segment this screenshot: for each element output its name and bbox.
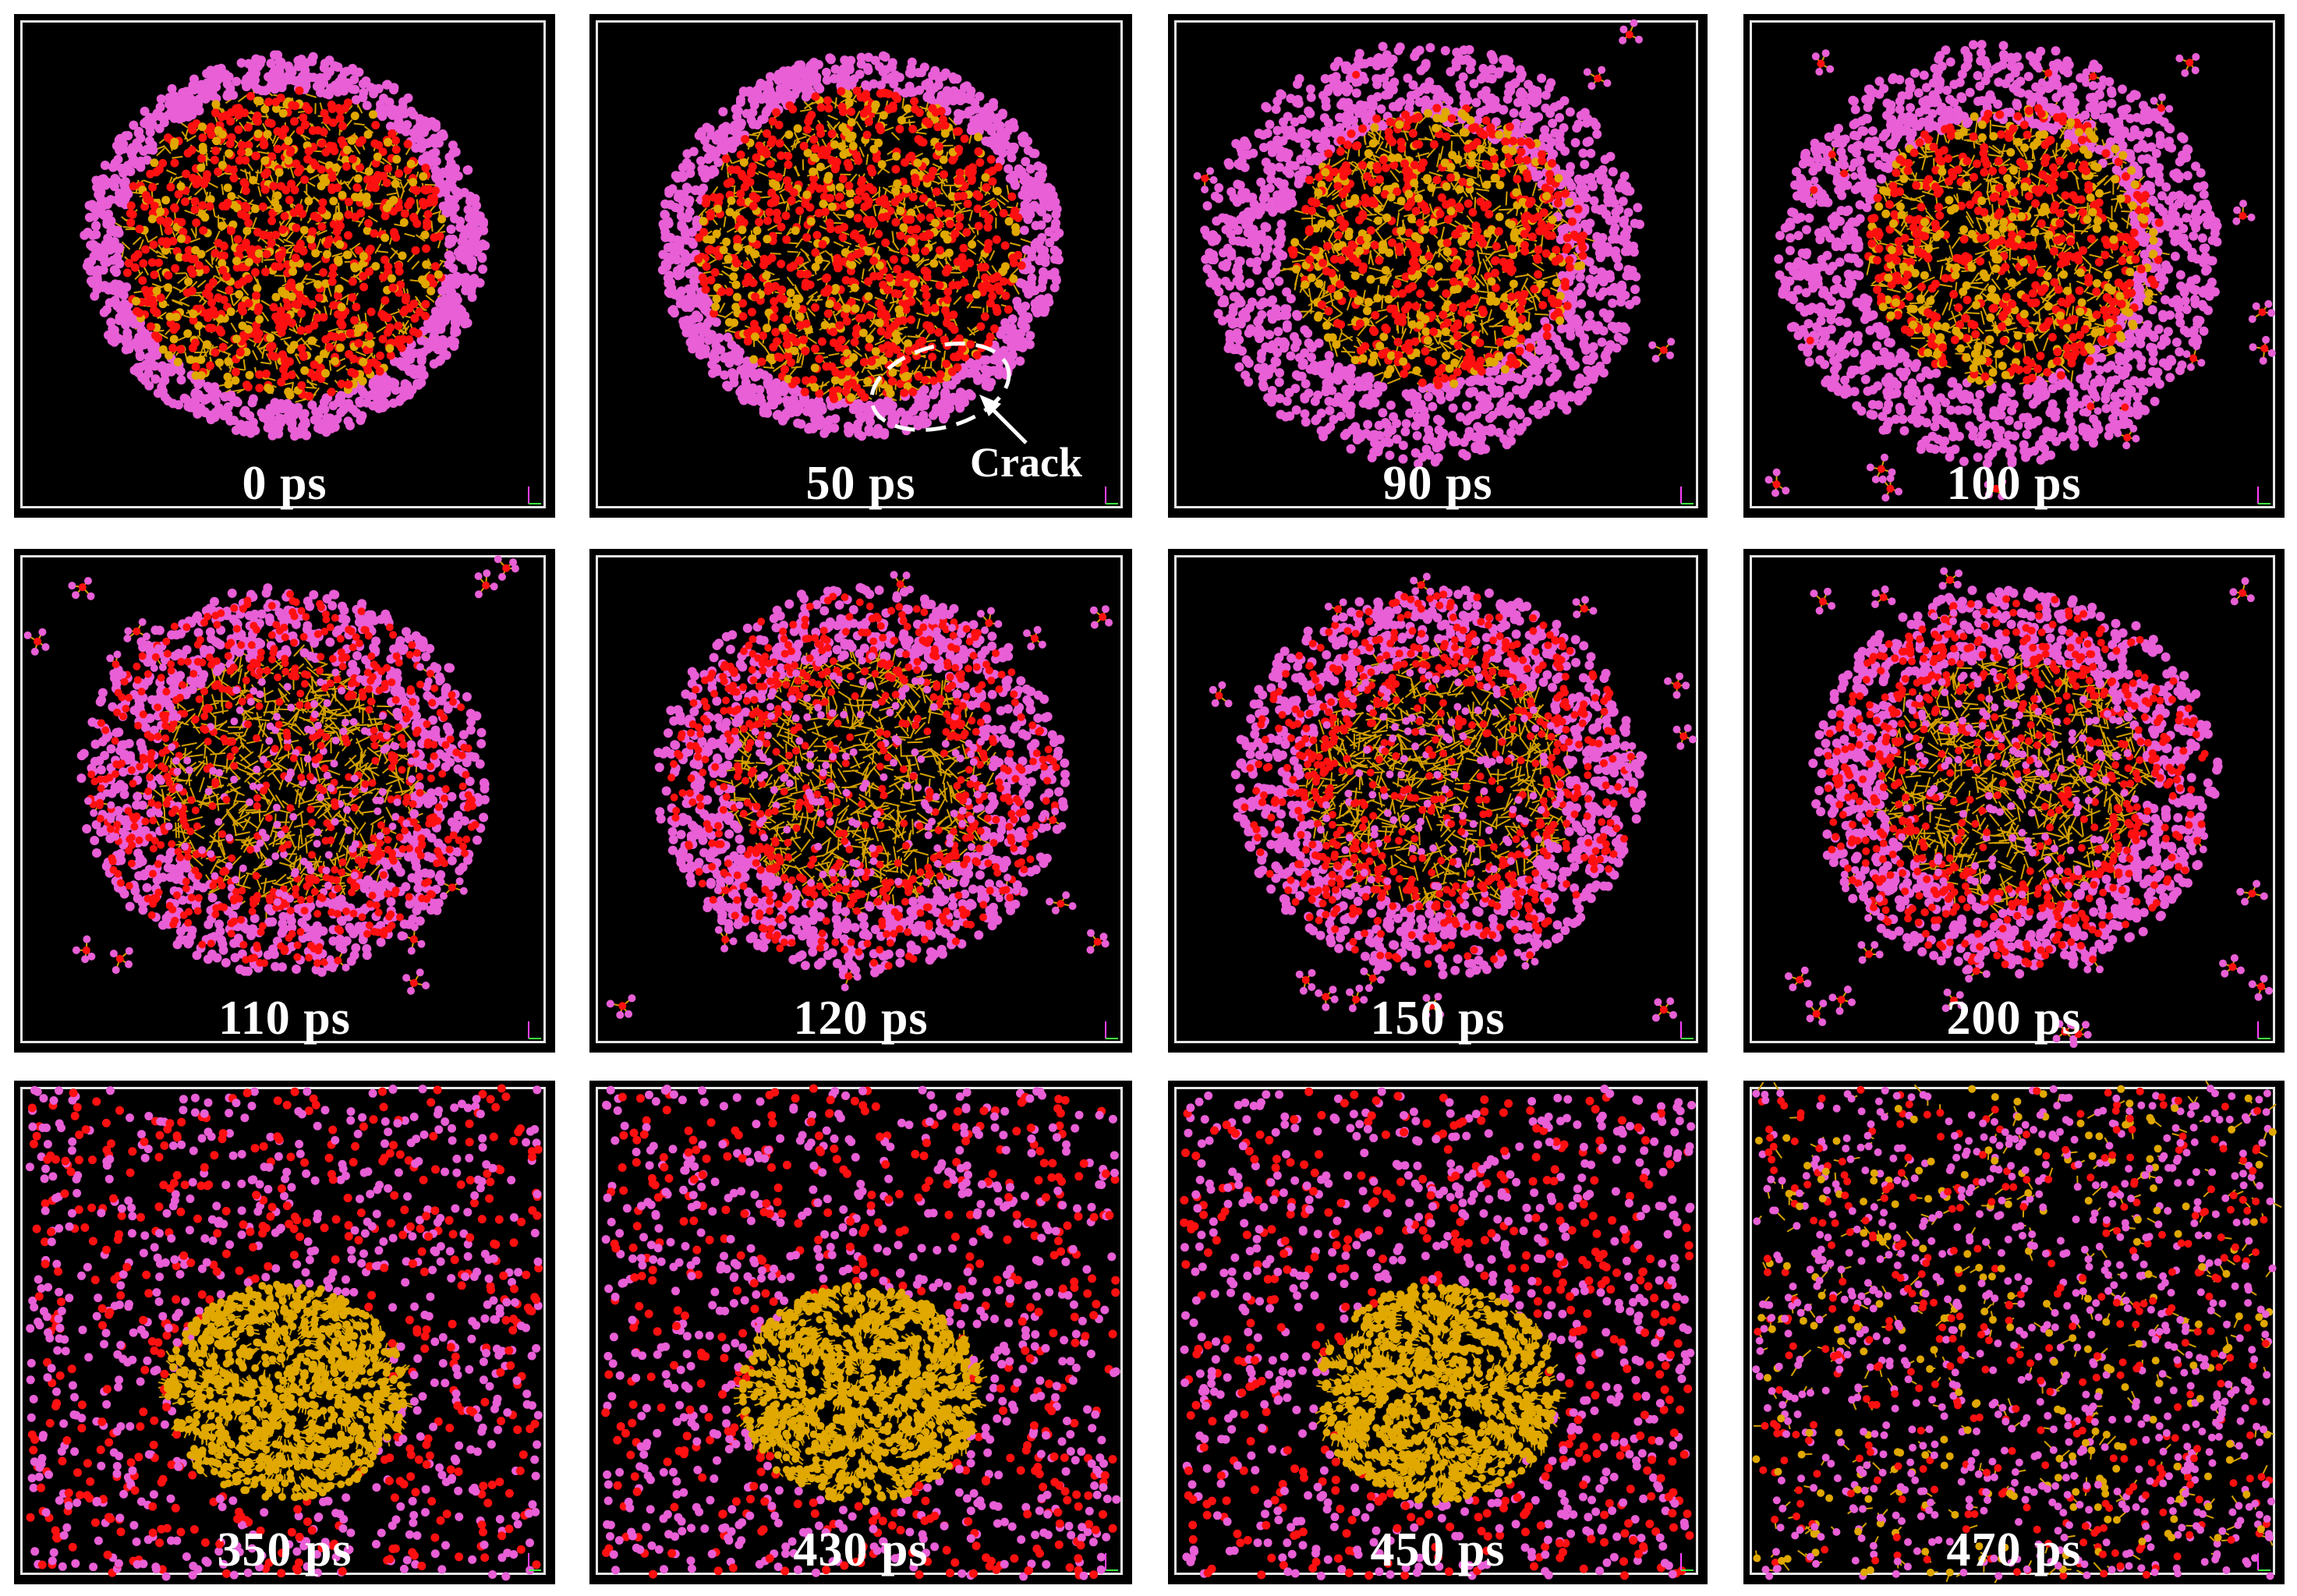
axis-triad-icon (2257, 487, 2270, 504)
snapshot-panel: 200 ps (1743, 549, 2285, 1053)
axis-triad-icon (1105, 1553, 1118, 1571)
simulation-box-outline (1750, 1087, 2275, 1575)
simulation-box-outline (1750, 20, 2275, 508)
simulation-box-outline (596, 555, 1123, 1043)
snapshot-panel: 470 ps (1743, 1081, 2285, 1584)
crack-annotation-label: Crack (970, 438, 1082, 487)
simulation-box-outline (596, 1087, 1123, 1575)
axis-triad-icon (1105, 1021, 1118, 1039)
time-label: 0 ps (14, 456, 555, 511)
simulation-box-outline (596, 20, 1123, 508)
simulation-box-outline (1174, 20, 1698, 508)
atom-configuration-image (1764, 40, 2276, 502)
axis-triad-icon (528, 1021, 541, 1039)
atom-configuration-image (23, 555, 519, 995)
snapshot-panel: 50 ps Crack (589, 14, 1132, 518)
time-label: 350 ps (14, 1523, 555, 1578)
axis-triad-icon (1680, 1021, 1694, 1039)
atom-configuration-image (1784, 567, 2274, 1049)
axis-triad-icon (1105, 487, 1118, 504)
atom-configuration-image (601, 1084, 1121, 1581)
snapshot-panel: 110 ps (14, 549, 555, 1053)
time-label: 50 ps (589, 456, 1132, 511)
snapshot-panel: 100 ps (1743, 14, 2285, 518)
time-label: 470 ps (1743, 1523, 2285, 1578)
simulation-box-outline (20, 20, 546, 508)
time-label: 90 ps (1168, 456, 1708, 511)
time-label: 100 ps (1743, 456, 2285, 511)
simulation-box-outline (1174, 555, 1698, 1043)
snapshot-panel: 350 ps (14, 1081, 555, 1584)
atom-configuration-image (25, 1084, 543, 1581)
time-label: 150 ps (1168, 991, 1708, 1046)
atom-configuration-image (1180, 1085, 1696, 1580)
axis-triad-icon (1680, 1553, 1694, 1571)
time-label: 200 ps (1743, 991, 2285, 1046)
crack-marker-icon (869, 341, 1028, 444)
axis-triad-icon (1680, 487, 1694, 504)
simulation-box-outline (1750, 555, 2275, 1043)
atom-configuration-image (657, 51, 1064, 441)
atom-configuration-image (80, 50, 490, 441)
time-label: 120 ps (589, 991, 1132, 1046)
axis-triad-icon (2257, 1021, 2270, 1039)
axis-triad-icon (528, 487, 541, 504)
snapshot-panel: 120 ps (589, 549, 1132, 1053)
snapshot-panel: 150 ps (1168, 549, 1708, 1053)
snapshot-panel: 0 ps (14, 14, 555, 518)
snapshot-panel: 430 ps (589, 1081, 1132, 1584)
time-label: 110 ps (14, 991, 555, 1046)
atom-configuration-image (1752, 1081, 2282, 1584)
atom-configuration-image (606, 571, 1113, 1019)
axis-triad-icon (2257, 1553, 2270, 1571)
simulation-box-outline (1174, 1087, 1698, 1575)
snapshot-panel: 450 ps (1168, 1081, 1708, 1584)
snapshot-panel: 90 ps (1168, 14, 1708, 518)
axis-triad-icon (528, 1553, 541, 1571)
time-label: 430 ps (589, 1523, 1132, 1578)
time-label: 450 ps (1168, 1523, 1708, 1578)
atom-configuration-image (1193, 19, 1676, 469)
simulation-box-outline (20, 555, 546, 1043)
atom-configuration-image (1209, 572, 1697, 1022)
